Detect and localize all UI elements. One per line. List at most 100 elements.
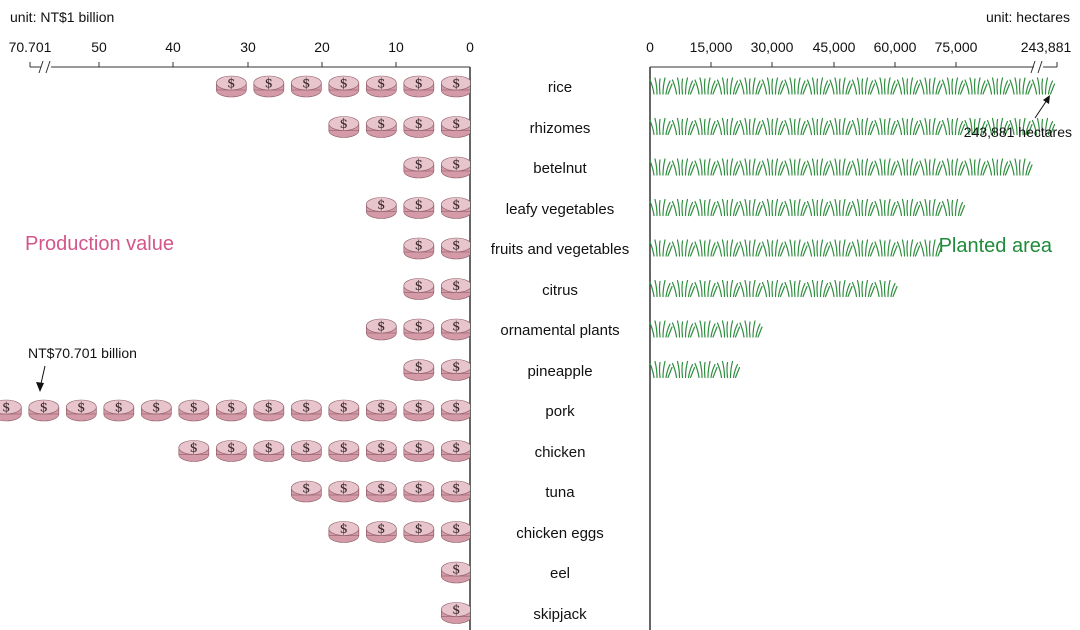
- coin-icon: [365, 318, 397, 341]
- grass-icon: [649, 239, 673, 257]
- category-label: fruits and vegetables: [491, 241, 629, 258]
- category-label: leafy vegetables: [506, 201, 614, 218]
- coin-icon: [440, 480, 470, 503]
- coin-icon: [290, 440, 322, 462]
- grass-icon: [874, 117, 898, 136]
- coin-icon: [440, 440, 470, 462]
- coin-icon: [440, 318, 470, 341]
- coin-icon: [440, 399, 470, 422]
- grass-icon: [716, 320, 741, 338]
- grass-icon: [694, 117, 718, 136]
- grass-icon: [649, 198, 673, 217]
- coin-icon: [290, 75, 322, 98]
- grass-icon: [896, 198, 921, 217]
- grass-icon: [739, 158, 763, 176]
- grass-icon: [739, 198, 763, 217]
- grass-icon: [649, 279, 673, 298]
- grass-icon: [784, 77, 808, 95]
- grass-icon: [671, 158, 696, 176]
- coin-icon: [253, 399, 285, 422]
- category-label: skipjack: [533, 606, 587, 623]
- grass-icon: [829, 77, 853, 95]
- grass-icon: [739, 279, 763, 298]
- grass-icon: [874, 239, 898, 257]
- coin-icon: [365, 399, 397, 422]
- grass-icon: [851, 77, 876, 95]
- grass-icon: [964, 77, 988, 95]
- grass-icon: [716, 360, 741, 379]
- grass-icon: [874, 158, 898, 176]
- coin-icon: [328, 399, 360, 422]
- grass-icon: [941, 158, 966, 176]
- grass-icon: [694, 360, 718, 379]
- grass-icon: [761, 198, 786, 217]
- grass-icon: [761, 158, 786, 176]
- right-tick-label: 30,000: [751, 39, 794, 55]
- grass-icon: [649, 320, 673, 338]
- grass-icon: [694, 77, 718, 95]
- coin-icon: [328, 116, 360, 138]
- planted-area-title: Planted area: [939, 235, 1053, 257]
- grass-icon-partial: [1031, 158, 1048, 176]
- pork-annotation-label: NT$70.701 billion: [28, 345, 137, 361]
- coin-icon: [440, 521, 470, 543]
- coin-icon: [403, 237, 435, 260]
- grass-icon: [694, 198, 718, 217]
- coin-icon: [403, 197, 435, 219]
- coin-icon: [215, 399, 247, 422]
- right-tick-label: 75,000: [935, 39, 978, 55]
- category-label: ornamental plants: [500, 322, 619, 339]
- coin-icon: [253, 440, 285, 462]
- coin-icon: [103, 399, 135, 422]
- category-label: chicken: [535, 444, 586, 461]
- grass-icon: [761, 117, 786, 136]
- grass-icon: [784, 198, 808, 217]
- left-tick-label: 50: [91, 39, 107, 55]
- grass-icon: [874, 77, 898, 95]
- grass-icon: [784, 239, 808, 257]
- category-label: citrus: [542, 282, 578, 299]
- coin-icon: [403, 75, 435, 98]
- production-value-title: Production value: [25, 233, 174, 255]
- grass-icon: [919, 198, 943, 217]
- category-label: eel: [550, 565, 570, 582]
- grass-icon: [1009, 158, 1033, 176]
- grass-icon: [761, 239, 786, 257]
- left-tick-label: 30: [240, 39, 256, 55]
- grass-icon: [896, 158, 921, 176]
- grass-icon: [716, 279, 741, 298]
- grass-icon: [761, 77, 786, 95]
- right-tick-label: 0: [646, 39, 654, 55]
- grass-icon: [716, 239, 741, 257]
- grass-icon: [896, 77, 921, 95]
- coin-icon: [328, 75, 360, 98]
- grass-icon: [784, 117, 808, 136]
- grass-icon: [874, 198, 898, 217]
- grass-icon: [874, 279, 898, 298]
- coin-icon: [365, 480, 397, 503]
- grass-icon: [806, 117, 831, 136]
- coin-icon: [403, 156, 435, 179]
- coin-icon: [440, 237, 470, 260]
- grass-icon: [716, 198, 741, 217]
- grass-icon: [919, 158, 943, 176]
- grass-icon: [829, 279, 853, 298]
- grass-icon: [851, 279, 876, 298]
- left-tick-label: 40: [165, 39, 181, 55]
- grass-icon: [694, 158, 718, 176]
- grass-icon: [784, 279, 808, 298]
- grass-icon: [671, 77, 696, 95]
- left-axis: 70.701 50 40 30 20 10 0: [9, 39, 474, 74]
- left-tick-label: 20: [314, 39, 330, 55]
- right-unit-label: unit: hectares: [986, 9, 1070, 25]
- grass-icon: [739, 117, 763, 136]
- coin-icon: [178, 399, 210, 422]
- right-tick-label: 45,000: [813, 39, 856, 55]
- grass-icon: [851, 158, 876, 176]
- coin-icon: [440, 116, 470, 138]
- coin-icon: [140, 399, 172, 422]
- coin-icon: [403, 116, 435, 138]
- category-label: rice: [548, 79, 572, 96]
- right-axis: 0 15,000 30,000 45,000 60,000 75,000 243…: [646, 39, 1072, 74]
- right-tick-label: 243,881: [1021, 39, 1072, 55]
